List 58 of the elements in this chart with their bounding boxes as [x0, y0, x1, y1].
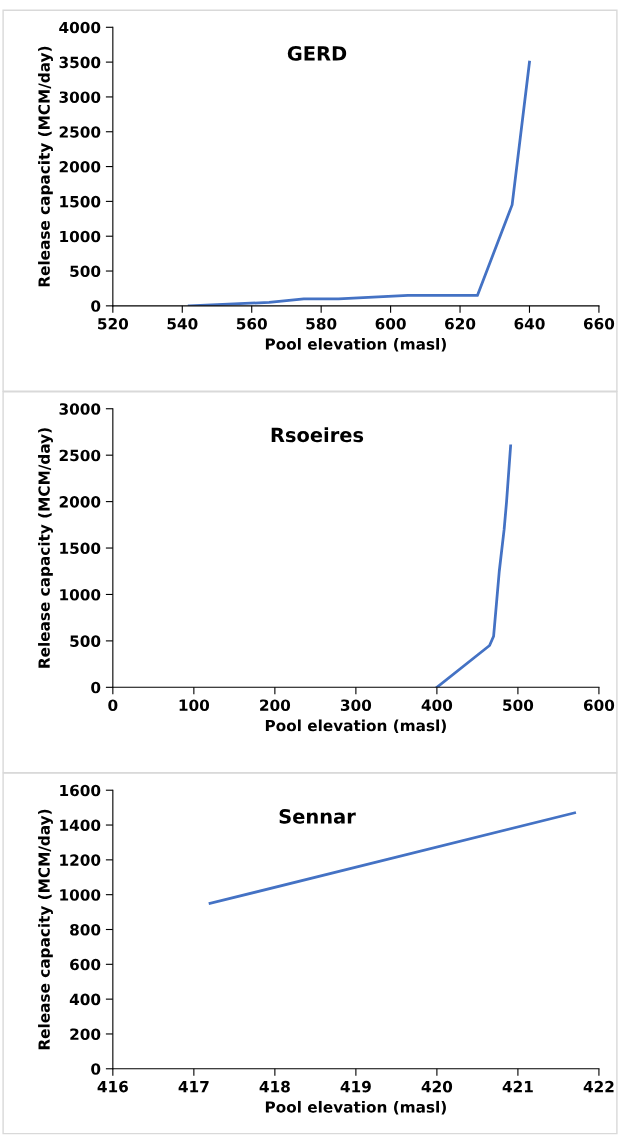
x-tick-label: 419: [340, 1080, 371, 1093]
y-tick-label: 3500: [59, 56, 101, 69]
x-tick-label: 200: [260, 699, 291, 711]
x-tick-label: 580: [306, 317, 337, 330]
x-tick-label: 416: [97, 1080, 128, 1093]
y-tick-label: 2500: [59, 126, 101, 138]
y-tick-label: 3000: [59, 403, 101, 415]
x-tick-label: 0: [108, 699, 118, 711]
y-tick-label: 1000: [60, 230, 101, 243]
y-tick-label: 2000: [59, 161, 101, 173]
y-tick-label: 4000: [59, 21, 101, 34]
x-tick-label: 420: [421, 1080, 453, 1093]
line-series: [435, 444, 513, 688]
x-tick-label: 540: [167, 317, 198, 330]
y-tick-label: 1200: [60, 854, 101, 866]
y-tick-label: 1400: [60, 819, 101, 832]
y-tick-label: 800: [70, 923, 101, 936]
x-tick-label: 100: [179, 699, 210, 711]
y-tick-label: 400: [69, 993, 101, 1006]
y-tick-label: 0: [91, 1063, 101, 1075]
y-axis-title: Release capacity (MCM/day): [38, 46, 53, 287]
x-tick-label: 400: [421, 699, 453, 711]
line-series: [187, 60, 531, 306]
y-tick-label: 500: [70, 265, 101, 278]
x-tick-label: 520: [98, 317, 129, 330]
x-tick-label: 620: [445, 317, 476, 330]
x-axis-title: Pool elevation (masl): [265, 719, 446, 734]
y-tick-label: 600: [70, 958, 101, 971]
x-tick-label: 560: [236, 317, 267, 330]
x-axis-title: Pool elevation (masl): [265, 1100, 446, 1115]
y-tick-label: 0: [91, 681, 101, 694]
x-tick-label: 600: [583, 699, 615, 711]
x-axis-title: Pool elevation (masl): [265, 338, 446, 352]
y-tick-label: 3000: [59, 91, 101, 103]
x-tick-label: 660: [583, 317, 615, 330]
y-axis-title: Release capacity (MCM/day): [38, 809, 53, 1050]
text: Sennar: [279, 809, 356, 824]
y-tick-label: 500: [70, 635, 101, 647]
y-tick-label: 200: [70, 1028, 101, 1040]
x-tick-label: 417: [178, 1081, 209, 1093]
y-tick-label: 1500: [60, 542, 101, 555]
x-tick-label: 418: [259, 1080, 290, 1093]
y-tick-label: 1600: [60, 784, 101, 797]
y-tick-label: 0: [91, 300, 101, 312]
x-tick-label: 500: [503, 699, 534, 711]
y-tick-label: 2500: [59, 449, 101, 462]
x-tick-label: 640: [514, 317, 545, 330]
y-tick-label: 2000: [59, 496, 101, 508]
x-tick-label: 600: [375, 317, 406, 330]
text: Rsoeires: [271, 427, 364, 443]
y-tick-label: 1000: [60, 889, 101, 901]
text: GERD: [287, 46, 347, 61]
y-tick-label: 1000: [60, 588, 101, 601]
y-tick-label: 1500: [60, 195, 101, 208]
y-axis-title: Release capacity (MCM/day): [38, 428, 53, 668]
x-tick-label: 421: [502, 1080, 533, 1093]
x-tick-label: 300: [340, 699, 372, 711]
x-tick-label: 422: [583, 1080, 614, 1093]
